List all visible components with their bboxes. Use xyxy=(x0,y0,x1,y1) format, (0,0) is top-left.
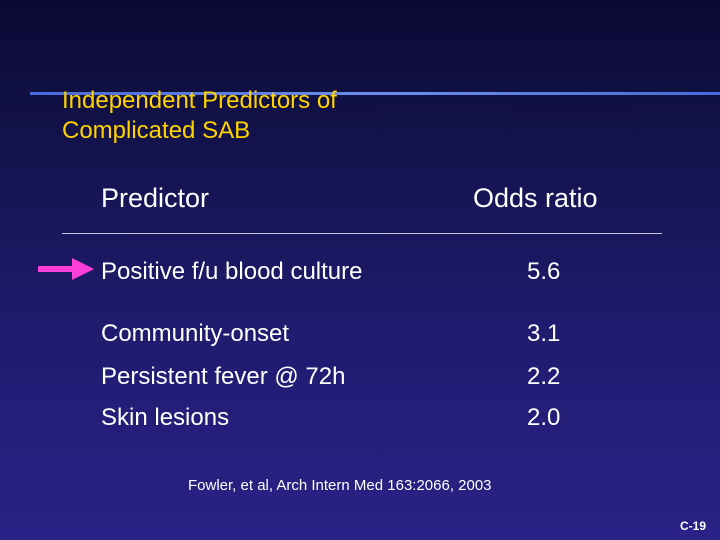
slide-title: Independent Predictors of Complicated SA… xyxy=(62,86,337,146)
odds-ratio-cell: 3.1 xyxy=(527,320,561,347)
header-divider xyxy=(62,233,662,234)
slide-title-line-1: Independent Predictors of xyxy=(62,87,337,114)
column-header-predictor: Predictor xyxy=(101,183,210,213)
title-rule xyxy=(30,92,720,95)
column-header-odds-ratio: Odds ratio xyxy=(473,183,598,213)
odds-ratio-cell: 5.6 xyxy=(527,258,561,285)
citation: Fowler, et al, Arch Intern Med 163:2066,… xyxy=(188,477,492,494)
predictor-cell: Community-onset xyxy=(101,320,290,347)
table-header: Predictor Odds ratio xyxy=(0,183,720,219)
arrow-right-icon xyxy=(38,258,94,280)
odds-ratio-cell: 2.0 xyxy=(527,404,561,431)
predictor-cell: Skin lesions xyxy=(101,404,230,431)
predictor-cell: Persistent fever @ 72h xyxy=(101,363,346,390)
odds-ratio-cell: 2.2 xyxy=(527,363,561,390)
predictor-cell: Positive f/u blood culture xyxy=(101,258,363,285)
slide-number: C-19 xyxy=(679,519,706,533)
slide-title-line-2: Complicated SAB xyxy=(62,117,251,144)
